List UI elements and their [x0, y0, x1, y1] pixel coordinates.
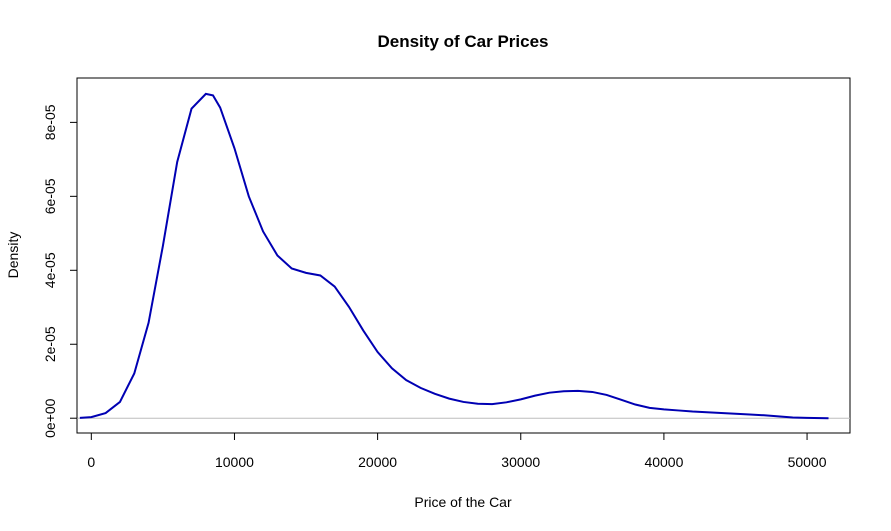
x-tick-label: 20000 [358, 454, 397, 470]
y-axis: 0e+00 2e-05 4e-05 6e-05 8e-05 [42, 104, 78, 438]
x-axis: 0 10000 20000 30000 40000 50000 [87, 432, 827, 470]
plot-frame [76, 77, 851, 434]
x-tick-label: 40000 [644, 454, 683, 470]
x-axis-label: Price of the Car [414, 494, 512, 510]
y-tick-label: 4e-05 [42, 252, 58, 288]
y-tick-label: 6e-05 [42, 178, 58, 214]
y-tick-label: 0e+00 [42, 398, 58, 438]
x-tick-label: 10000 [215, 454, 254, 470]
chart-title: Density of Car Prices [377, 32, 548, 51]
x-tick-label: 30000 [501, 454, 540, 470]
y-tick-label: 2e-05 [42, 326, 58, 362]
x-tick-label: 0 [87, 454, 95, 470]
x-tick-label: 50000 [788, 454, 827, 470]
y-tick-label: 8e-05 [42, 104, 58, 140]
density-line [79, 92, 829, 420]
y-axis-label: Density [5, 232, 21, 279]
